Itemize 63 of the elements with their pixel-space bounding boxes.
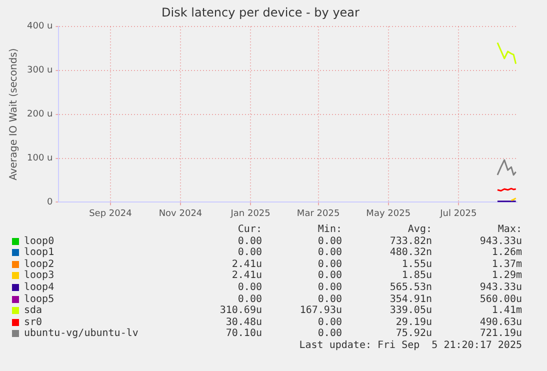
legend-label: loop4: [23, 282, 56, 294]
text: 1.41m: [490, 305, 522, 317]
text: 0.00: [316, 294, 342, 306]
text: 1.85u: [400, 270, 432, 282]
legend-label: loop3: [23, 270, 56, 282]
text: 565.53n: [388, 282, 432, 294]
x-tick-label: Jul 2025: [439, 208, 477, 219]
text: 354.91n: [388, 294, 432, 306]
text: Min:: [316, 224, 342, 236]
text: 29.19u: [394, 316, 432, 328]
text: 0.00: [236, 236, 262, 248]
text: 0.00: [236, 294, 262, 306]
y-tick-label: 400 u: [26, 22, 53, 32]
text: 943.33u: [478, 282, 522, 294]
text: 721.19u: [478, 328, 522, 340]
text: 30.48u: [224, 316, 262, 328]
x-tick-label: Jan 2025: [230, 208, 270, 219]
text: 70.10u: [224, 328, 262, 340]
text: 480.32n: [388, 247, 432, 259]
text: 0.00: [316, 328, 342, 340]
legend-label: loop1: [23, 247, 56, 259]
text: 0.00: [236, 247, 262, 259]
text: 0.00: [316, 236, 342, 248]
text: Cur:: [236, 224, 262, 236]
legend-label: loop5: [23, 294, 56, 305]
text: 0.00: [316, 258, 342, 270]
x-tick-label: May 2025: [366, 208, 411, 219]
text: 1.55u: [400, 258, 432, 270]
text: 1.26m: [490, 247, 522, 259]
legend-label: ubuntu-vg/ubuntu-lv: [23, 328, 140, 340]
y-tick-label: 200 u: [26, 110, 53, 120]
text: 2.41u: [230, 258, 262, 270]
text: 339.05u: [388, 305, 432, 317]
text: 1.29m: [490, 270, 522, 282]
text: 560.00u: [478, 294, 522, 306]
legend-label: loop2: [23, 258, 56, 270]
y-tick-label: 100 u: [26, 154, 53, 164]
text: 0.00: [236, 282, 262, 294]
y-tick-label: 0: [47, 198, 54, 208]
y-axis-title: Average IO Wait (seconds): [8, 48, 20, 180]
chart-title: Disk latency per device - by year: [162, 5, 360, 20]
text: Avg:: [406, 224, 432, 236]
legend-label: loop0: [23, 236, 56, 247]
text: 2.41u: [230, 270, 262, 282]
x-tick-label: Sep 2024: [89, 208, 132, 219]
text: 310.69u: [218, 305, 262, 317]
text: 0.00: [316, 316, 342, 328]
x-tick-label: Nov 2024: [158, 208, 202, 219]
text: Max:: [496, 224, 522, 236]
legend-label: sr0: [23, 316, 44, 328]
text: 0.00: [316, 270, 342, 282]
text: 0.00: [316, 282, 342, 294]
text: 1.37m: [490, 258, 522, 270]
x-tick-label: Mar 2025: [296, 208, 340, 219]
text: 0.00: [316, 247, 342, 259]
text: Last update: Fri Sep 5 21:20:17 2025: [298, 340, 522, 352]
legend-label: sda: [23, 305, 44, 317]
text: 167.93u: [298, 305, 342, 317]
text: 943.33u: [478, 236, 522, 248]
text: 490.63u: [478, 316, 522, 328]
y-tick-label: 300 u: [26, 66, 53, 76]
text: 733.82n: [388, 236, 432, 248]
text: 75.92u: [395, 328, 432, 340]
